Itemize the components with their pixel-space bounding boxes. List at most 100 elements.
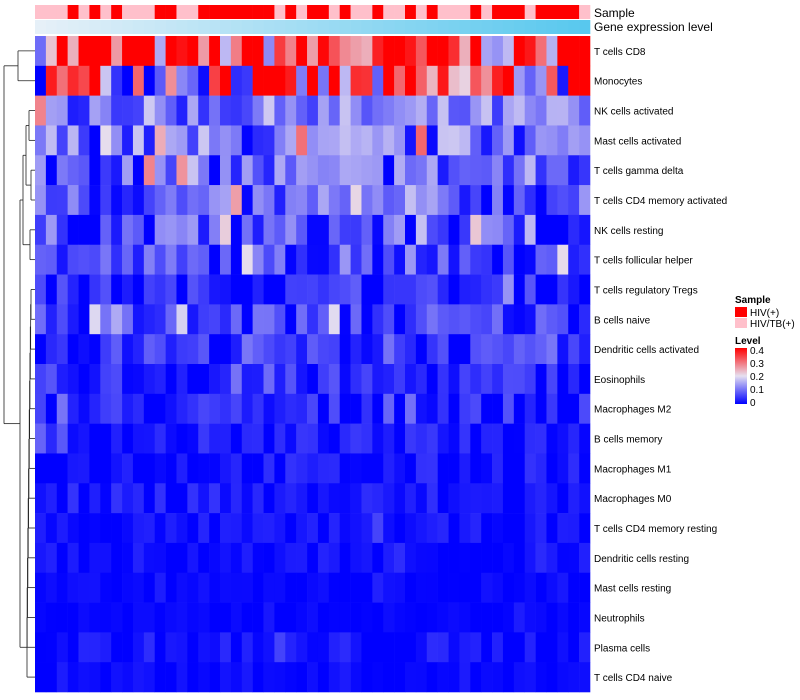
heatmap-cell — [502, 513, 515, 544]
heatmap-cell — [35, 662, 47, 693]
heatmap-cell — [111, 572, 123, 603]
heatmap-cell — [426, 662, 438, 693]
heatmap-cell — [274, 364, 286, 395]
heatmap-cell — [220, 632, 232, 663]
heatmap-cell — [470, 304, 482, 335]
heatmap-cell — [546, 423, 558, 454]
heatmap-cell — [89, 334, 101, 365]
heatmap-cell — [176, 483, 188, 514]
heatmap-cell — [328, 95, 341, 126]
heatmap-cell — [35, 244, 47, 275]
heatmap-cell — [492, 423, 504, 454]
heatmap-cell — [568, 274, 580, 305]
heatmap-cell — [67, 632, 79, 663]
heatmap-cell — [546, 36, 558, 67]
heatmap-cell — [568, 542, 580, 574]
heatmap-cell — [579, 483, 591, 514]
heatmap-cell — [176, 155, 188, 186]
heatmap-cell — [241, 572, 253, 603]
sample-cell — [111, 5, 123, 19]
heatmap-cell — [45, 513, 58, 544]
heatmap-cell — [394, 662, 406, 693]
heatmap-cell — [241, 125, 253, 156]
gene-level-cell — [481, 20, 493, 34]
heatmap-cell — [372, 304, 384, 335]
gene-level-cell — [296, 20, 308, 34]
sample-cell — [45, 5, 58, 19]
sample-cell — [143, 5, 156, 19]
heatmap-cell — [220, 572, 232, 603]
heatmap-cell — [176, 65, 188, 96]
heatmap-cell — [546, 602, 558, 633]
heatmap-cell — [350, 125, 362, 156]
heatmap-cell — [394, 483, 406, 514]
heatmap-cell — [502, 572, 515, 603]
heatmap-cell — [274, 632, 286, 663]
heatmap-cell — [394, 95, 406, 126]
heatmap-cell — [546, 185, 558, 216]
sample-cell — [317, 5, 330, 19]
gene-level-cell — [285, 20, 297, 34]
heatmap-cell — [154, 125, 166, 156]
gene-level-cell — [241, 20, 253, 34]
heatmap-cell — [513, 602, 526, 633]
heatmap-cell — [513, 513, 526, 544]
heatmap-cell — [426, 393, 438, 424]
heatmap-cell — [328, 513, 341, 544]
heatmap-cell — [328, 185, 341, 216]
heatmap-cell — [470, 334, 482, 365]
heatmap-cell — [394, 334, 406, 365]
heatmap-cell — [252, 364, 264, 395]
heatmap-cell — [426, 274, 438, 305]
sample-cell — [198, 5, 210, 19]
heatmap-cell — [198, 65, 210, 96]
heatmap-cell — [535, 423, 547, 454]
heatmap-cell — [198, 95, 210, 126]
heatmap-cell — [307, 542, 319, 574]
heatmap-cell — [372, 632, 384, 663]
heatmap-cell — [415, 125, 428, 156]
heatmap-cell — [481, 274, 493, 305]
heatmap-cell — [481, 513, 493, 544]
heatmap-cell — [252, 393, 264, 424]
heatmap-cell — [415, 423, 428, 454]
heatmap-cell — [459, 542, 471, 574]
heatmap-cell — [285, 65, 297, 96]
heatmap-cell — [437, 125, 449, 156]
heatmap-cell — [405, 393, 417, 424]
heatmap-cell — [209, 244, 221, 275]
heatmap-cell — [296, 632, 308, 663]
legend-label-hiv-tb: HIV/TB(+) — [750, 319, 795, 330]
heatmap-cell — [165, 155, 177, 186]
heatmap-cell — [513, 274, 526, 305]
legend-swatch-hiv-tb — [735, 318, 747, 328]
gene-level-cell — [263, 20, 275, 34]
heatmap-cell — [546, 572, 558, 603]
heatmap-cell — [513, 155, 526, 186]
heatmap-cell — [546, 304, 558, 335]
heatmap-cell — [100, 632, 112, 663]
heatmap-cell — [89, 65, 101, 96]
heatmap-cell — [470, 36, 482, 67]
heatmap-cell — [481, 423, 493, 454]
heatmap-cell — [45, 423, 58, 454]
heatmap-cell — [176, 602, 188, 633]
heatmap-cell — [230, 214, 243, 246]
heatmap-cell — [568, 602, 580, 633]
heatmap-cell — [241, 304, 253, 335]
heatmap-cell — [459, 364, 471, 395]
heatmap-cell — [165, 214, 177, 246]
heatmap-cell — [307, 214, 319, 246]
heatmap-cell — [296, 125, 308, 156]
heatmap-cell — [546, 244, 558, 275]
heatmap-cell — [307, 185, 319, 216]
heatmap-cell — [209, 125, 221, 156]
heatmap-cell — [132, 334, 145, 365]
heatmap-cell — [285, 453, 297, 484]
heatmap-cell — [383, 602, 395, 633]
heatmap-cell — [187, 274, 199, 305]
heatmap-cell — [372, 155, 384, 186]
heatmap-cell — [285, 155, 297, 186]
heatmap-cell — [361, 483, 373, 514]
heatmap-cell — [328, 364, 341, 395]
